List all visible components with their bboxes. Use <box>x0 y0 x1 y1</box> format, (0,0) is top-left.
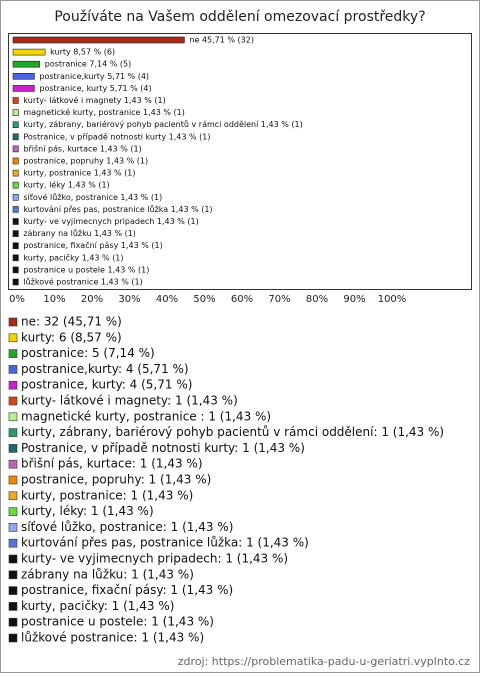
data-label: lůžkové postranice 1,43 % (1) <box>23 277 142 287</box>
legend-swatch <box>8 586 18 595</box>
bar <box>12 194 19 201</box>
legend-swatch <box>8 491 18 501</box>
bar <box>12 157 19 165</box>
x-tick-label: 70% <box>268 294 290 305</box>
data-label: zábrany na lůžku 1,43 % (1) <box>23 228 136 238</box>
legend-label: kurty- ve vyjimecnych pripadech: 1 (1,43… <box>21 552 288 566</box>
data-label: kurty, pacičky 1,43 % (1) <box>23 252 123 262</box>
legend-swatch <box>8 570 18 580</box>
data-label: ne 45,71 % (32) <box>189 36 254 45</box>
data-label: kurty, léky 1,43 % (1) <box>23 180 109 190</box>
data-label: magnetické kurty, postranice 1,43 % (1) <box>23 107 185 117</box>
legend-swatch <box>8 475 18 485</box>
bar <box>12 230 19 237</box>
bar <box>12 48 46 56</box>
bar <box>12 254 19 262</box>
data-label: kurty- látkové i magnety 1,43 % (1) <box>23 95 165 105</box>
legend-swatch <box>8 333 18 343</box>
legend-label: kurty, pacičky: 1 (1,43 %) <box>21 599 174 613</box>
x-tick-label: 10% <box>43 294 65 305</box>
data-label: postranice,kurty 5,71 % (4) <box>39 72 149 81</box>
legend-label: postranice: 5 (7,14 %) <box>21 346 155 360</box>
bar <box>12 145 19 153</box>
legend-label: kurty- látkové i magnety: 1 (1,43 %) <box>21 394 238 408</box>
legend-label: kurtování přes pas, postranice lůžka: 1 … <box>21 536 309 550</box>
legend-swatch <box>8 412 18 422</box>
legend-swatch <box>8 365 18 374</box>
bar <box>12 97 19 104</box>
legend-label: kurty: 6 (8,57 %) <box>21 330 122 344</box>
plot-area <box>8 33 472 290</box>
legend-swatch <box>8 538 18 548</box>
data-label: kurtování přes pas, postranice lůžka 1,4… <box>23 204 212 214</box>
x-tick-label: 90% <box>343 294 365 305</box>
legend-label: postranice, kurty: 4 (5,71 %) <box>21 378 192 392</box>
source: zdroj: https://problematika-padu-u-geria… <box>178 655 470 668</box>
legend-swatch <box>8 617 18 627</box>
bar <box>12 121 19 128</box>
data-label: kurty, zábrany, bariérový pohyb pacientů… <box>23 119 302 129</box>
x-tick-label: 30% <box>118 294 140 305</box>
data-label: postranice u postele 1,43 % (1) <box>23 265 149 274</box>
bar <box>12 218 19 225</box>
x-tick-label: 50% <box>193 294 215 305</box>
legend-label: ne: 32 (45,71 %) <box>21 315 122 329</box>
legend-label: zábrany na lůžku: 1 (1,43 %) <box>21 567 194 581</box>
bar <box>12 109 19 116</box>
data-label: postranice 7,14 % (5) <box>45 60 131 69</box>
legend-swatch <box>8 396 18 406</box>
legend-label: síťové lůžko, postranice: 1 (1,43 %) <box>21 520 233 534</box>
data-label: kurty, postranice 1,43 % (1) <box>23 169 135 178</box>
data-label: postranice, kurty 5,71 % (4) <box>39 84 151 93</box>
legend-swatch <box>8 602 18 611</box>
legend-swatch <box>8 317 18 327</box>
legend-label: kurty, postranice: 1 (1,43 %) <box>21 488 193 502</box>
data-label: Postranice, v případě notnosti kurty 1,4… <box>23 132 210 141</box>
legend-swatch <box>8 349 18 358</box>
legend-swatch <box>8 523 18 532</box>
x-tick-label: 60% <box>231 294 253 305</box>
legend-label: lůžkové postranice: 1 (1,43 %) <box>21 631 204 645</box>
bar <box>12 242 19 249</box>
legend-swatch <box>8 428 18 437</box>
bar <box>12 85 35 92</box>
legend-label: magnetické kurty, postranice : 1 (1,43 %… <box>21 409 271 423</box>
legend-label: postranice, popruhy: 1 (1,43 %) <box>21 473 211 487</box>
bar <box>12 206 19 213</box>
bar <box>12 133 19 141</box>
x-tick-label: 20% <box>81 294 103 305</box>
legend-label: postranice, fixační pásy: 1 (1,43 %) <box>21 583 233 597</box>
legend-label: Postranice, v případě notnosti kurty: 1 … <box>21 441 305 455</box>
legend-swatch <box>8 459 18 469</box>
legend-swatch <box>8 380 18 390</box>
legend-label: postranice,kurty: 4 (5,71 %) <box>21 362 189 376</box>
bar <box>12 266 19 274</box>
chart-title: Používáte na Vašem oddělení omezovací pr… <box>54 9 425 25</box>
data-label: síťové lůžko, postranice 1,43 % (1) <box>23 192 162 202</box>
bar <box>12 278 19 286</box>
bar <box>12 36 185 44</box>
legend-swatch <box>8 633 18 643</box>
data-label: břišní pás, kurtace 1,43 % (1) <box>23 143 141 153</box>
x-tick-label: 100% <box>378 294 407 305</box>
legend-swatch <box>8 507 18 516</box>
legend-swatch <box>8 444 18 453</box>
x-tick-label: 40% <box>156 294 178 305</box>
x-tick-label: 80% <box>306 294 328 305</box>
data-label: postranice, popruhy 1,43 % (1) <box>23 157 148 166</box>
data-label: kurty- ve vyjimecnych pripadech 1,43 % (… <box>23 217 198 226</box>
legend-label: kurty, zábrany, bariérový pohyb pacientů… <box>21 425 444 439</box>
legend-swatch <box>8 554 18 564</box>
bar <box>12 181 19 189</box>
x-tick-label: 0% <box>9 294 25 305</box>
bar <box>12 60 41 68</box>
bar <box>12 169 19 177</box>
legend-label: postranice u postele: 1 (1,43 %) <box>21 615 214 629</box>
data-label: kurty 8,57 % (6) <box>50 48 115 57</box>
bar <box>12 73 35 80</box>
legend-label: kurty, léky: 1 (1,43 %) <box>21 504 154 518</box>
legend-label: břišní pás, kurtace: 1 (1,43 %) <box>21 457 203 471</box>
data-label: postranice, fixační pásy 1,43 % (1) <box>23 240 162 250</box>
